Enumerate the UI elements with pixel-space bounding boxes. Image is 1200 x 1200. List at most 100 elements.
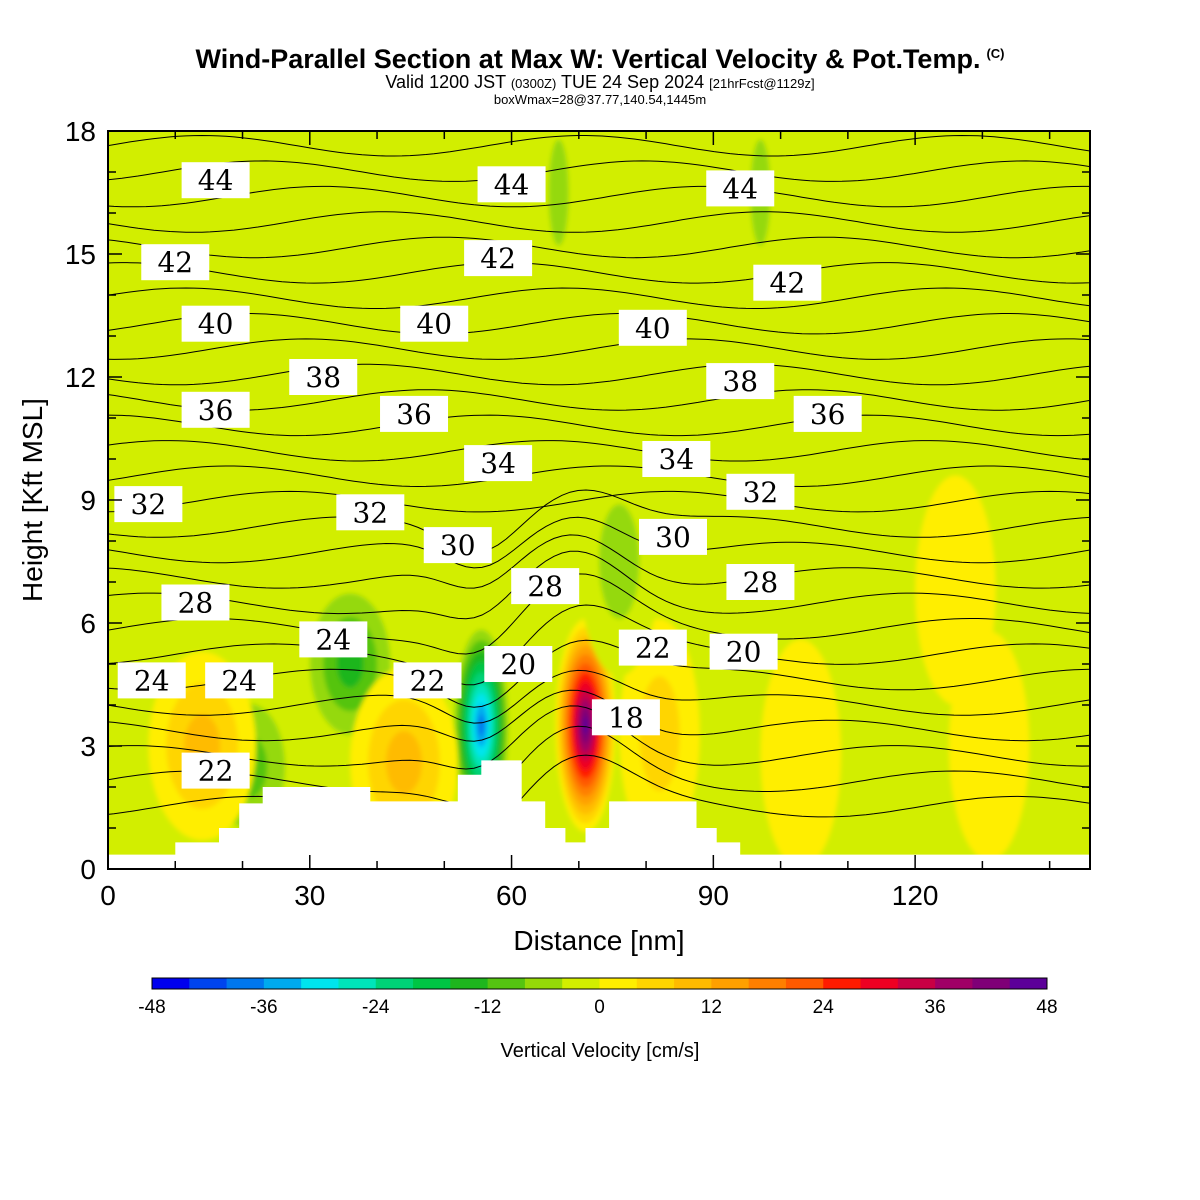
theta-label-box (161, 584, 230, 621)
terrain-profile (108, 760, 1090, 869)
colorbar-swatch (413, 978, 451, 989)
theta-label: 22 (410, 664, 446, 697)
velocity-level (386, 730, 422, 794)
theta-contour-line (108, 490, 1090, 513)
chart-subtitle-box: boxWmax=28@37.77,140.54,1445m (493, 92, 707, 107)
theta-label: 36 (396, 398, 432, 431)
theta-label-box (423, 527, 492, 564)
y-axis-label: Height [Kft MSL] (17, 398, 48, 602)
theta-label-box (181, 305, 250, 342)
colorbar-label: Vertical Velocity [cm/s] (501, 1040, 700, 1062)
theta-contour-line (108, 414, 1090, 437)
colorbar: -48 -36 -24 -12 0 12 24 36 48 (138, 977, 1058, 1018)
theta-label-box (380, 395, 449, 432)
colorbar-tick-label: -48 (138, 997, 165, 1018)
theta-contour-line (108, 465, 1090, 488)
theta-contour-line (108, 550, 1090, 620)
theta-contour-line (108, 389, 1090, 411)
theta-label: 22 (635, 632, 671, 665)
theta-label: 40 (416, 308, 452, 341)
velocity-level (583, 716, 589, 735)
theta-label: 42 (770, 267, 806, 300)
x-tick-label: 60 (496, 880, 527, 911)
chart-title: Wind-Parallel Section at Max W: Vertical… (0, 44, 1200, 75)
velocity-level (915, 475, 996, 705)
theta-label-box (638, 518, 707, 555)
y-tick-label: 12 (65, 362, 96, 393)
theta-contour-line (108, 262, 1090, 284)
colorbar-tick-label: 12 (701, 997, 722, 1018)
theta-label: 18 (608, 701, 644, 734)
theta-contour-line (108, 160, 1090, 182)
velocity-level (478, 714, 485, 737)
y-tick-label: 0 (80, 854, 96, 885)
colorbar-swatch (897, 978, 936, 989)
theta-contour-line (108, 534, 1090, 589)
theta-label: 34 (480, 447, 516, 480)
theta-contour-line (108, 489, 1090, 553)
theta-contour-line (108, 338, 1090, 360)
theta-label-box (336, 494, 405, 531)
theta-contour-line (108, 211, 1090, 233)
x-tick-label: 30 (294, 880, 325, 911)
theta-label-box (618, 629, 687, 666)
colorbar-border (151, 977, 1048, 990)
velocity-level (548, 139, 569, 246)
theta-label-box (591, 699, 660, 736)
theta-label: 28 (527, 570, 563, 603)
colorbar-swatch (152, 978, 190, 989)
colorbar-tick-label: 0 (594, 997, 605, 1018)
theta-label: 32 (743, 476, 779, 509)
x-tick-label: 0 (100, 880, 116, 911)
theta-contours (108, 131, 1090, 838)
theta-label: 30 (655, 521, 691, 554)
theta-label: 30 (440, 529, 476, 562)
theta-label-box (642, 441, 711, 477)
theta-label-box (511, 568, 580, 605)
theta-label-box (709, 633, 778, 670)
theta-label: 24 (134, 664, 170, 697)
theta-label-box (205, 662, 274, 699)
theta-label-box (400, 305, 469, 342)
subtitle-forecast: [21hrFcst@1129z] (709, 76, 815, 91)
title-mark: (C) (986, 46, 1005, 61)
theta-label-box (393, 662, 462, 699)
velocity-level (599, 504, 640, 619)
colorbar-swatch (674, 978, 712, 989)
chart-subtitle: Valid 1200 JST (0300Z) TUE 24 Sep 2024 [… (0, 72, 1200, 93)
theta-label: 44 (722, 172, 758, 205)
subtitle-valid: Valid 1200 JST (385, 72, 506, 92)
theta-label: 42 (157, 246, 193, 279)
x-tick-label: 90 (698, 880, 729, 911)
theta-label-box (726, 564, 795, 600)
theta-label: 32 (131, 488, 167, 521)
colorbar-tick-label: -24 (362, 997, 390, 1018)
theta-label: 38 (722, 365, 758, 398)
x-axis: 0 30 60 90 120 (100, 131, 1051, 911)
colorbar-swatch (599, 978, 638, 989)
theta-label: 22 (198, 755, 234, 788)
theta-contour-line (108, 287, 1090, 309)
colorbar-swatch (860, 978, 899, 989)
theta-label-box (484, 646, 553, 682)
theta-label: 44 (198, 164, 234, 197)
theta-label-box (477, 166, 546, 203)
colorbar-swatch (524, 978, 563, 989)
y-tick-label: 15 (65, 239, 96, 270)
theta-label-box (117, 662, 186, 699)
x-tick-label: 120 (892, 880, 939, 911)
theta-label-box (289, 359, 358, 395)
theta-label: 28 (178, 587, 214, 620)
theta-contour-line (108, 573, 1090, 655)
theta-label: 34 (659, 443, 695, 476)
colorbar-tick-label: 48 (1036, 997, 1057, 1018)
theta-label: 24 (316, 623, 352, 656)
theta-label: 42 (480, 242, 516, 275)
colorbar-swatch (226, 978, 265, 989)
theta-contour-line (108, 440, 1090, 462)
theta-label: 38 (305, 361, 341, 394)
colorbar-swatch (972, 978, 1011, 989)
